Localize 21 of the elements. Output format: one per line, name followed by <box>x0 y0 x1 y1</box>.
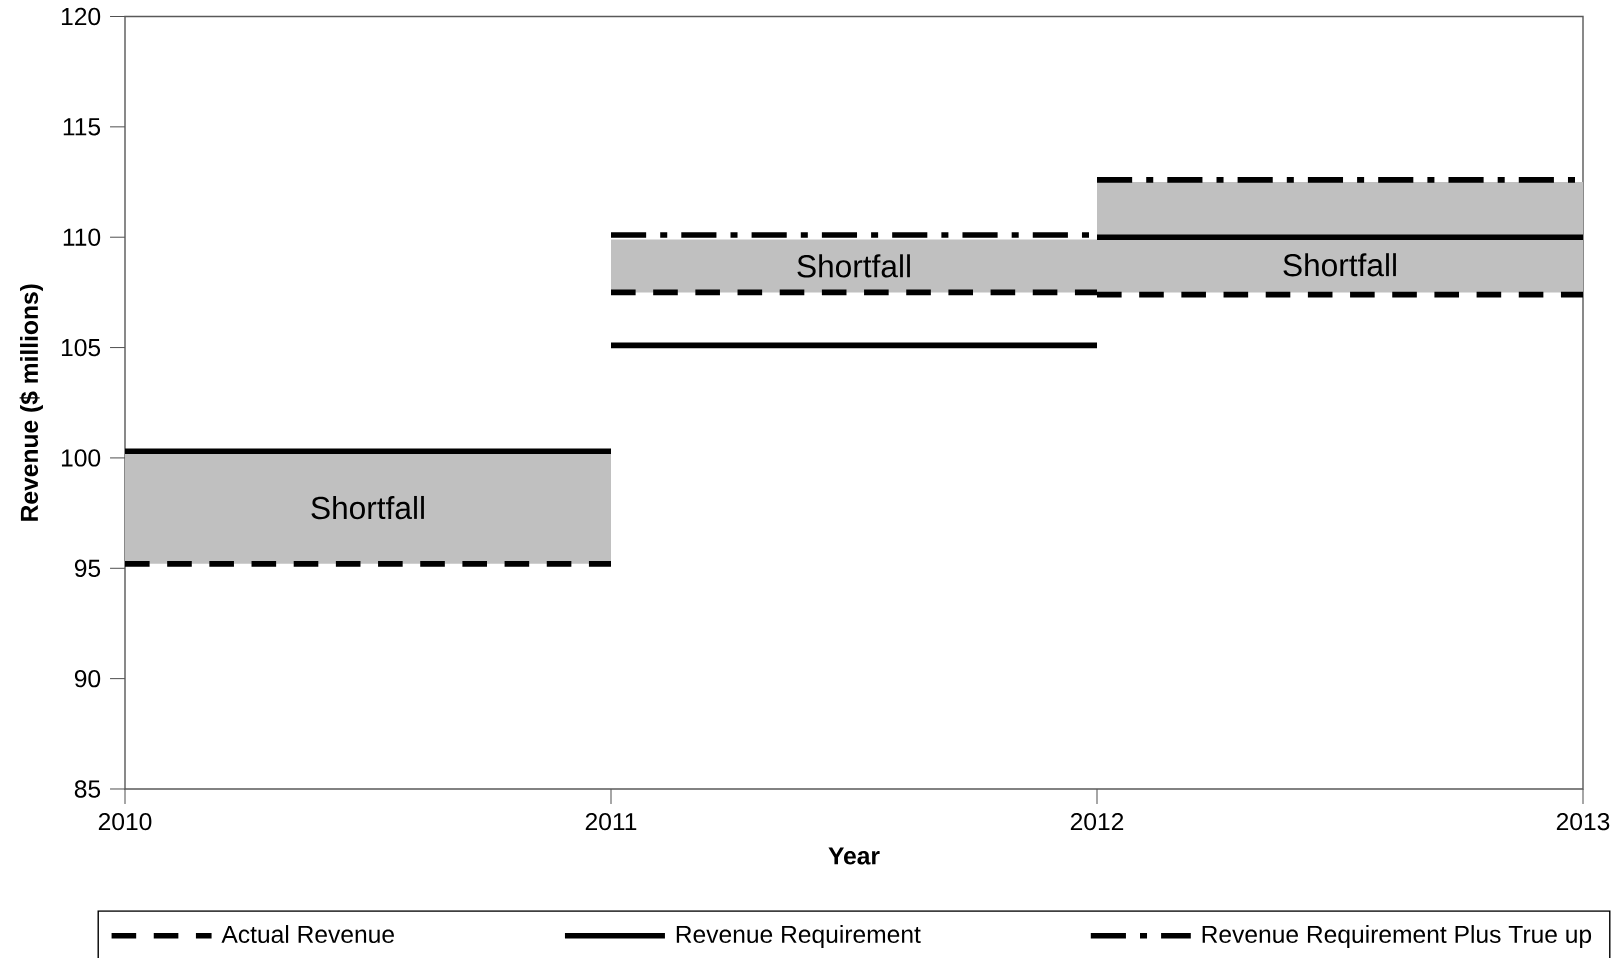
y-tick-label: 120 <box>61 7 101 26</box>
x-tick-label: 2011 <box>585 812 637 831</box>
x-axis-title: Year <box>828 847 880 865</box>
bar <box>125 451 612 564</box>
annotation: Shortfall <box>797 254 910 278</box>
y-tick-label: 90 <box>74 669 101 688</box>
annotation: Shortfall <box>311 495 424 520</box>
annotation: Shortfall <box>1283 253 1396 277</box>
y-tick-label: 105 <box>61 338 101 357</box>
y-tick-label: 115 <box>63 118 101 136</box>
y-tick-label: 100 <box>61 449 101 467</box>
x-tick-label: 2012 <box>1070 812 1124 831</box>
y-axis-title: Revenue ($ millions) <box>19 284 43 521</box>
legend-label: Revenue Requirement Plus True up <box>1202 925 1592 948</box>
y-tick-label: 110 <box>63 228 101 246</box>
y-tick-label: 95 <box>74 559 101 577</box>
y-tick-label: 85 <box>74 780 101 798</box>
x-tick-label: 2010 <box>98 812 152 831</box>
legend-label: Actual Revenue <box>221 925 394 944</box>
legend-label: Revenue Requirement <box>676 925 921 948</box>
x-tick-label: 2013 <box>1556 812 1610 831</box>
